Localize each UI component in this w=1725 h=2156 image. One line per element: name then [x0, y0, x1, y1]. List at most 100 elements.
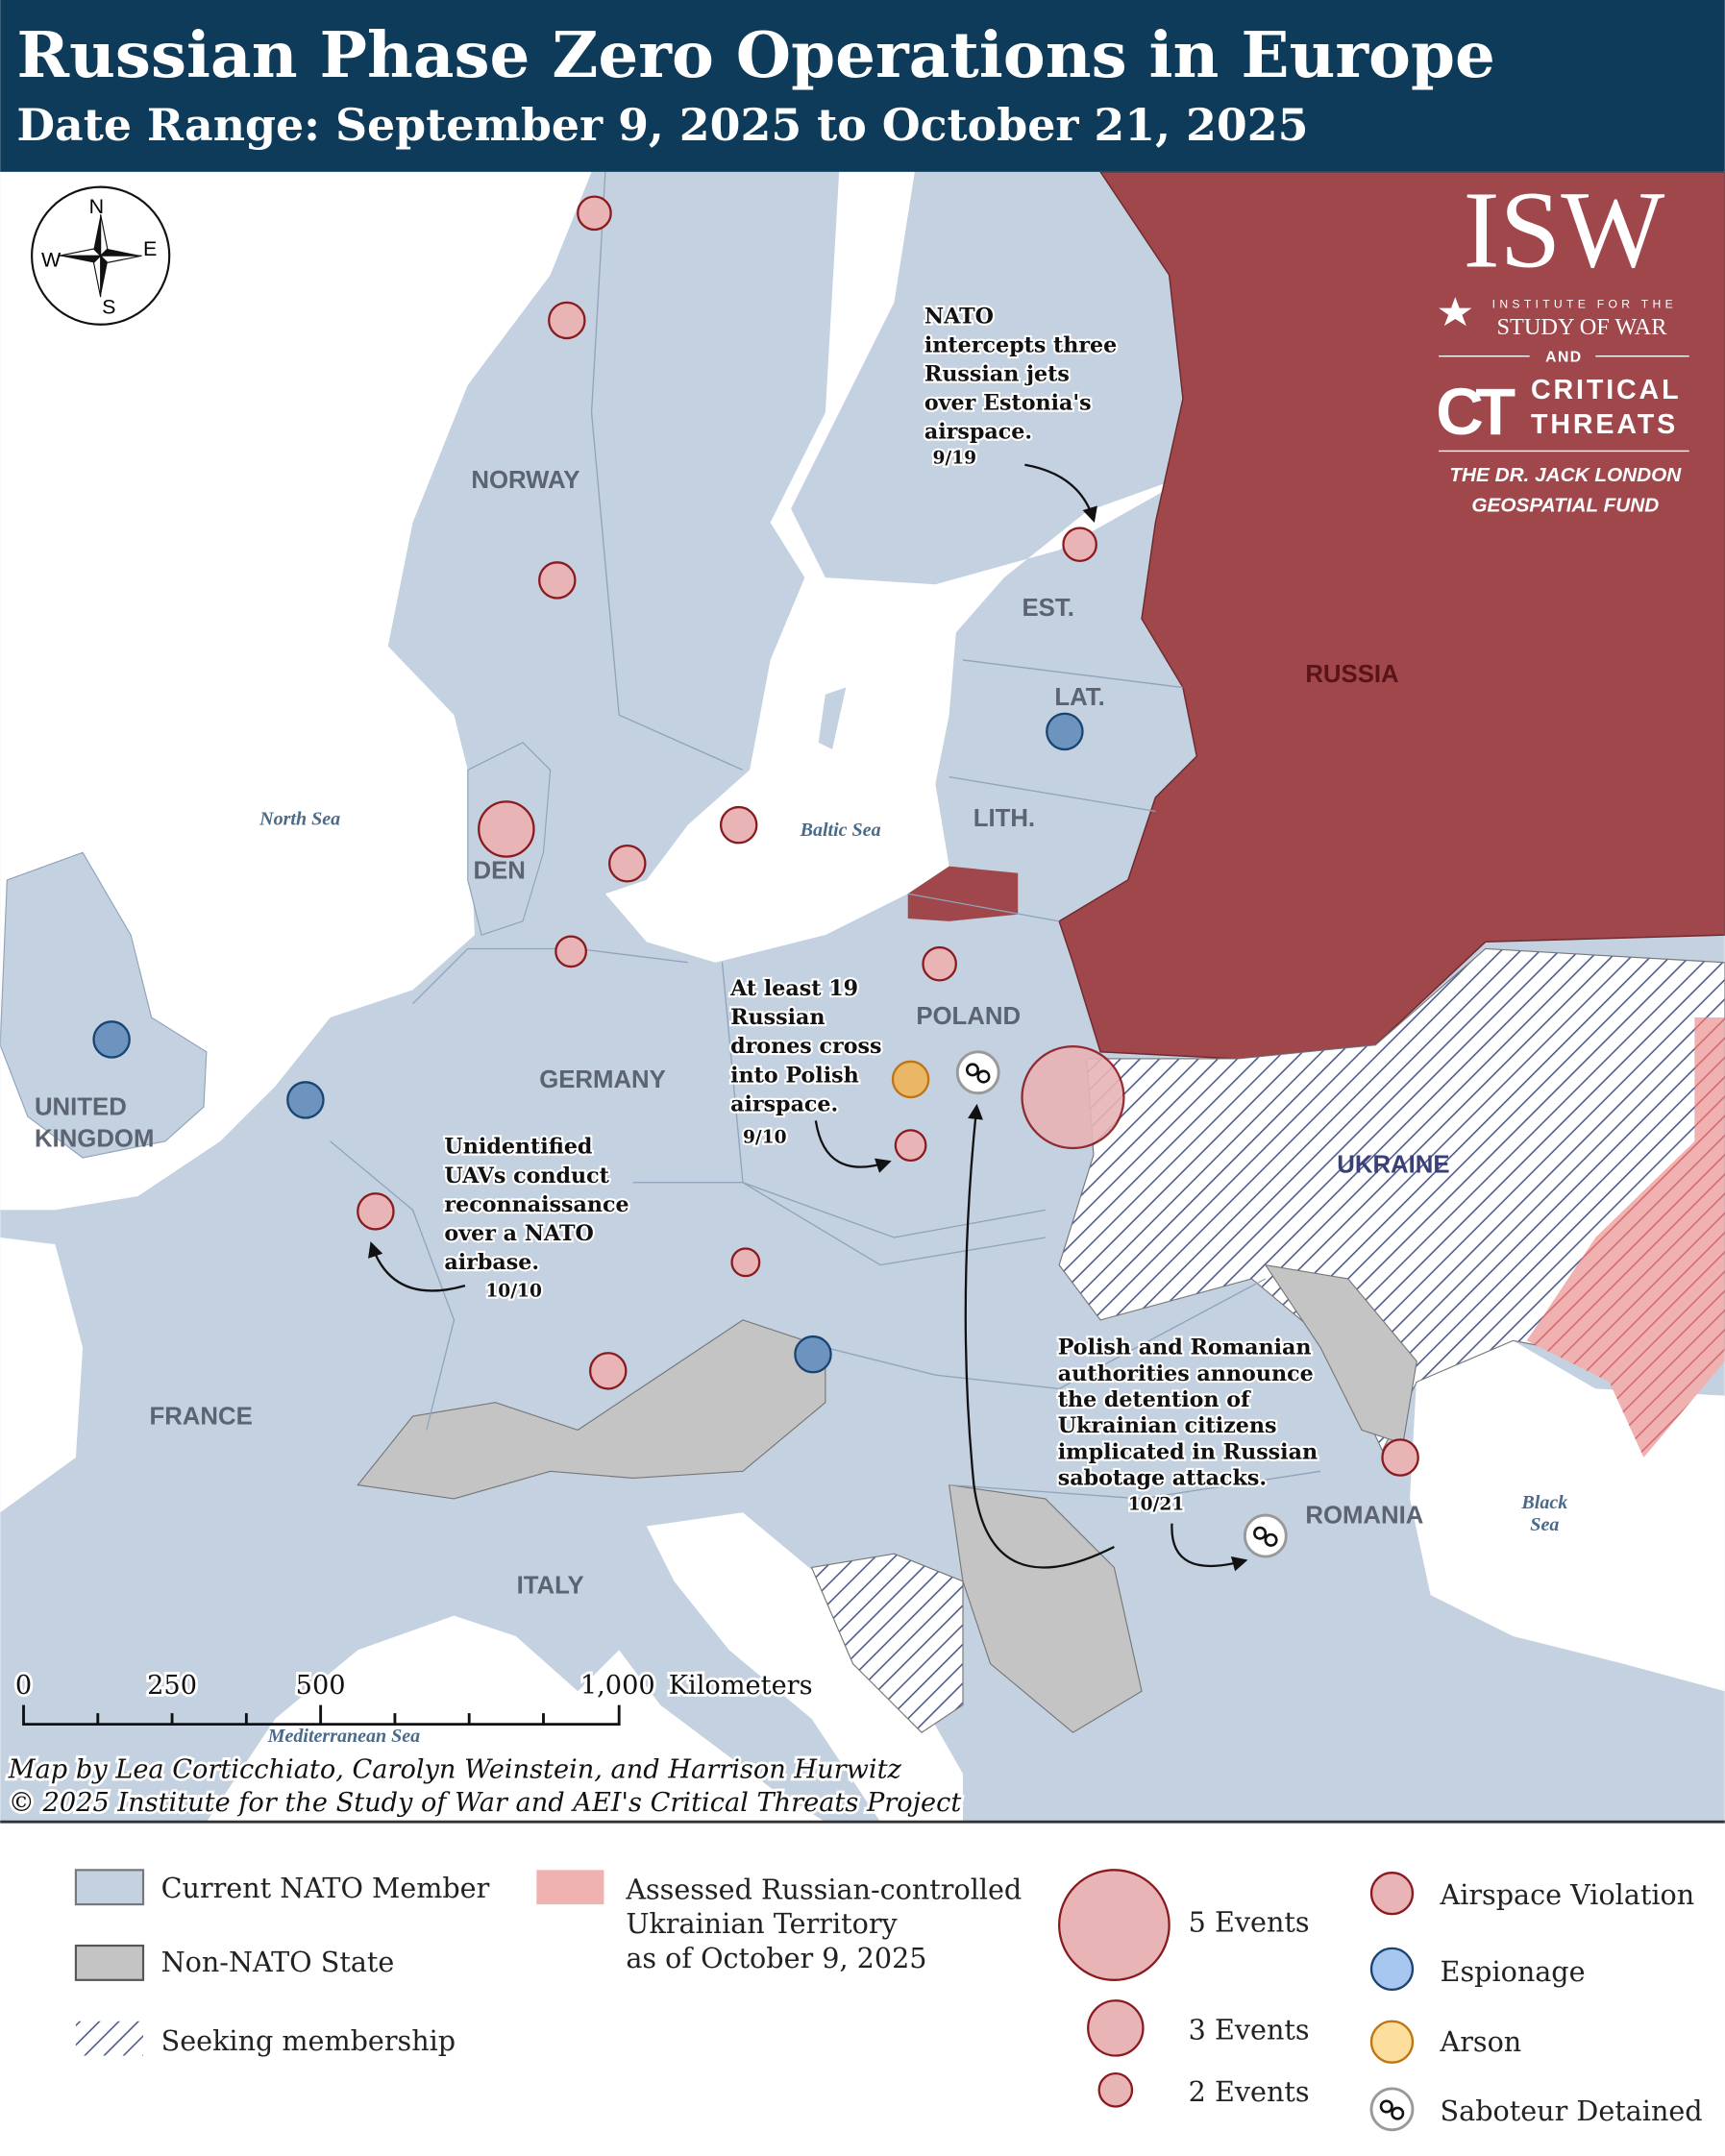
legend-label-seeking: Seeking membership — [161, 2024, 456, 2057]
airspace-violation-marker[interactable] — [554, 935, 587, 968]
label-black-sea-2: Sea — [1530, 1514, 1559, 1535]
legend-swatch-nato — [74, 1869, 145, 1906]
credit-copyright: © 2025 Institute for the Study of War an… — [9, 1788, 962, 1818]
airspace-violation-marker[interactable] — [1021, 1044, 1125, 1150]
svg-text:1,000: 1,000 — [580, 1671, 655, 1701]
annotation-date: 9/19 — [932, 448, 976, 468]
gotland — [818, 687, 847, 749]
airspace-violation-marker[interactable] — [588, 1352, 628, 1390]
airspace-violation-marker[interactable] — [894, 1129, 927, 1163]
header: Russian Phase Zero Operations in Europe … — [0, 0, 1725, 172]
label-romania: ROMANIA — [1305, 1503, 1423, 1530]
legend-size-3 — [1087, 1999, 1145, 2057]
svg-text:CRITICAL: CRITICAL — [1531, 375, 1681, 405]
legend-size-5 — [1058, 1869, 1171, 1981]
svg-text:Espionage: Espionage — [1441, 1955, 1586, 1988]
label-germany: GERMANY — [539, 1066, 666, 1093]
svg-text:250: 250 — [147, 1671, 197, 1701]
airspace-violation-marker[interactable] — [357, 1192, 395, 1231]
arrow — [814, 1120, 892, 1173]
label-uk-line1: UNITED — [35, 1094, 127, 1121]
legend-label-nato: Current NATO Member — [161, 1872, 490, 1904]
arrow — [1171, 1523, 1248, 1572]
airspace-violation-marker[interactable] — [922, 945, 957, 982]
espionage-marker[interactable] — [286, 1081, 325, 1119]
annotation-estonia: NATO intercepts three Russian jets over Est… — [923, 302, 1119, 524]
credit-authors: Map by Lea Corticchiato, Carolyn Weinste… — [8, 1754, 902, 1784]
label-italy: ITALY — [517, 1573, 584, 1600]
airspace-violation-marker[interactable] — [730, 1247, 761, 1278]
saboteur-detained-marker[interactable] — [1243, 1513, 1288, 1558]
map: NORWAY EST. LAT. LITH. RUSSIA DEN POLAND… — [0, 169, 1725, 1823]
arson-marker[interactable] — [891, 1060, 930, 1099]
svg-text:3 Events: 3 Events — [1189, 2013, 1310, 2046]
scale-bar: 0 250 500 1,000 Kilometers — [12, 1668, 815, 1727]
airspace-violation-marker[interactable] — [1381, 1438, 1419, 1477]
svg-text:AND: AND — [1545, 349, 1582, 365]
espionage-marker[interactable] — [1046, 712, 1084, 751]
svg-text:Kilometers: Kilometers — [669, 1671, 813, 1701]
espionage-marker[interactable] — [794, 1335, 832, 1374]
tyrrhenian-sea — [578, 1650, 826, 1823]
label-norway: NORWAY — [471, 467, 579, 494]
legend-arson-icon — [1369, 2020, 1415, 2064]
compass-n: N — [89, 195, 104, 218]
page-title: Russian Phase Zero Operations in Europe — [16, 17, 1495, 92]
svg-text:GEOSPATIAL FUND: GEOSPATIAL FUND — [1471, 494, 1659, 516]
svg-text:2 Events: 2 Events — [1189, 2075, 1310, 2108]
label-france: FRANCE — [149, 1404, 252, 1431]
legend-airspace-icon — [1369, 1872, 1415, 1916]
annotation-saboteurs: Polish and Romanian authorities announce t… — [964, 1103, 1319, 1572]
airspace-violation-marker[interactable] — [548, 301, 586, 340]
label-uk-line2: KINGDOM — [35, 1126, 154, 1153]
annotation-date: 9/10 — [743, 1127, 787, 1147]
svg-text:Ukrainian Territory: Ukrainian Territory — [626, 1907, 898, 1940]
airspace-violation-marker[interactable] — [577, 195, 612, 232]
airspace-violation-markers — [357, 195, 1419, 1477]
label-baltic-sea: Baltic Sea — [800, 820, 881, 841]
legend-swatch-non-nato — [74, 1944, 145, 1981]
legend-size-2 — [1097, 2071, 1134, 2108]
compass-w: W — [41, 249, 62, 272]
russia-belarus — [1058, 171, 1725, 1060]
svg-text:0: 0 — [15, 1671, 32, 1701]
airspace-violation-marker[interactable] — [719, 805, 758, 845]
kaliningrad — [907, 866, 1019, 921]
arrow — [964, 1103, 1115, 1569]
label-russia: RUSSIA — [1305, 661, 1398, 688]
svg-text:ISW: ISW — [1463, 169, 1664, 291]
uk-landmass — [0, 851, 208, 1159]
airspace-violation-marker[interactable] — [478, 800, 535, 858]
svg-text:500: 500 — [296, 1671, 346, 1701]
label-black-sea-1: Black — [1520, 1492, 1567, 1513]
russian-controlled-territory — [1526, 1017, 1725, 1458]
svg-text:THE DR. JACK LONDON: THE DR. JACK LONDON — [1449, 464, 1682, 486]
label-mediterranean-sea: Mediterranean Sea — [267, 1726, 420, 1747]
legend-swatch-russian-controlled — [536, 1870, 604, 1905]
espionage-marker[interactable] — [92, 1020, 131, 1059]
airspace-violation-marker[interactable] — [1062, 527, 1097, 563]
star-icon — [1439, 297, 1472, 327]
label-north-sea: North Sea — [259, 809, 340, 830]
saboteur-detained-marker[interactable] — [955, 1050, 1000, 1095]
svg-text:Saboteur Detained: Saboteur Detained — [1441, 2095, 1703, 2127]
label-lithuania: LITH. — [973, 805, 1035, 832]
atlantic-north-sea — [0, 171, 592, 1211]
svg-text:Arson: Arson — [1440, 2025, 1522, 2058]
svg-text:CT: CT — [1436, 375, 1516, 449]
header-background — [0, 0, 1725, 172]
annotation-poland: At least 19 Russian drones cross into Polis… — [727, 974, 892, 1173]
annotation-date: 10/10 — [485, 1282, 542, 1302]
compass-s: S — [102, 295, 115, 318]
svg-text:5 Events: 5 Events — [1189, 1906, 1310, 1939]
borders — [330, 171, 1321, 1500]
arrow — [368, 1241, 466, 1292]
airspace-violation-marker[interactable] — [608, 844, 647, 883]
compass-rose-icon: N S E W — [31, 185, 171, 326]
label-poland: POLAND — [916, 1003, 1021, 1030]
annotation-date: 10/21 — [1128, 1494, 1185, 1514]
airspace-violation-marker[interactable] — [538, 561, 577, 600]
